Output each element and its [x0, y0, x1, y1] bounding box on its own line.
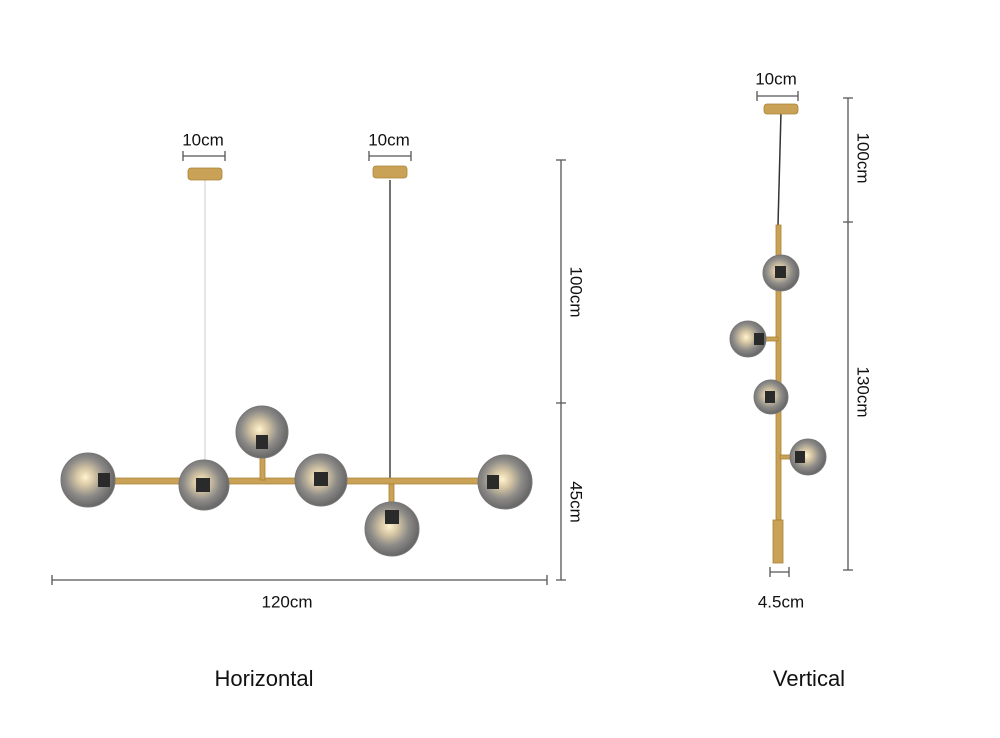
dimension-label: 4.5cm	[758, 592, 804, 611]
dimension-label: 10cm	[755, 69, 797, 88]
horizontal-dimensions	[51, 151, 566, 585]
dimension-label: 10cm	[182, 130, 224, 149]
vertical-dimensions	[756, 91, 853, 577]
vertical-lamp	[729, 103, 827, 564]
dimension-label: 120cm	[261, 592, 312, 611]
dimension-label: 130cm	[854, 366, 873, 417]
dimension-label: 100cm	[567, 266, 586, 317]
caption: Vertical	[773, 666, 845, 691]
caption: Horizontal	[214, 666, 313, 691]
dimension-label: 10cm	[368, 130, 410, 149]
dimension-label: 45cm	[567, 481, 586, 523]
horizontal-lamp	[60, 165, 533, 557]
dimension-label: 100cm	[854, 132, 873, 183]
